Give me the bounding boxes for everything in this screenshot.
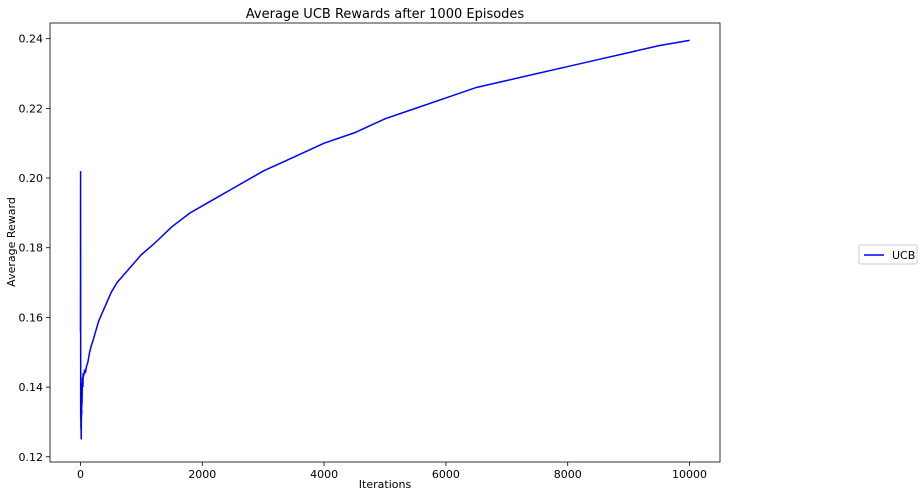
legend: UCB [858,244,918,265]
x-axis: 0 2000 4000 6000 8000 10000 [77,462,707,481]
x-tick-label: 4000 [310,468,338,481]
x-tick-label: 6000 [432,468,460,481]
y-tick-label: 0.24 [19,33,44,46]
y-axis: 0.12 0.14 0.16 0.18 0.20 0.22 0.24 [19,33,50,464]
legend-box [858,244,918,265]
x-tick-label: 8000 [554,468,582,481]
y-tick-label: 0.20 [19,172,44,185]
plot-area [49,22,721,463]
legend-label-ucb: UCB [892,249,915,262]
y-tick-label: 0.22 [19,102,44,115]
x-tick-label: 10000 [672,468,707,481]
y-tick-label: 0.12 [19,451,44,464]
series-line-ucb [79,39,690,440]
x-tick-label: 0 [77,468,84,481]
x-axis-label: Iterations [359,478,412,491]
y-tick-label: 0.18 [19,242,44,255]
y-tick-label: 0.16 [19,311,44,324]
y-axis-label: Average Reward [5,197,18,287]
y-tick-label: 0.14 [19,381,44,394]
chart-title: Average UCB Rewards after 1000 Episodes [246,7,525,22]
x-tick-label: 2000 [188,468,216,481]
